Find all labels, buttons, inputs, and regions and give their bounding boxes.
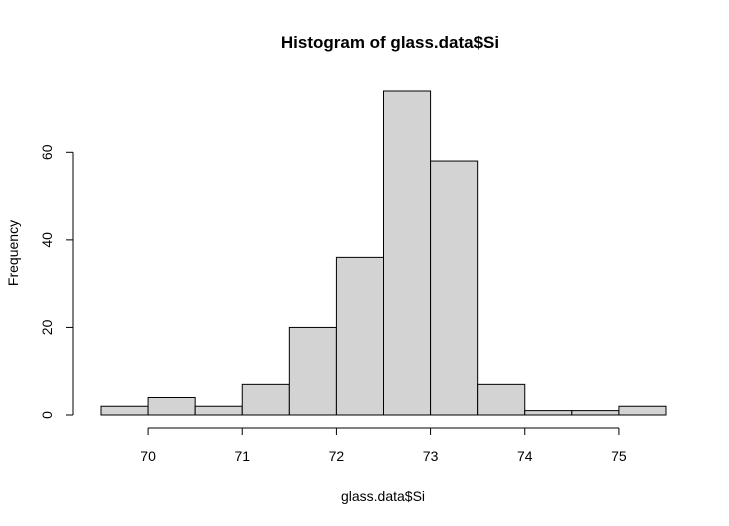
histogram-bar (147, 396, 196, 416)
histogram-bar (477, 383, 526, 416)
y-tick-label: 0 (39, 411, 55, 419)
chart-title: Histogram of glass.data$Si (281, 33, 499, 52)
x-tick-label: 70 (140, 448, 156, 464)
y-tick-label: 20 (39, 319, 55, 335)
x-tick-label: 72 (329, 448, 345, 464)
x-axis: 70 71 72 73 74 75 (140, 427, 627, 464)
histogram-bar (571, 410, 620, 416)
histogram-bar (241, 383, 290, 416)
histogram-bar (524, 410, 573, 416)
histogram-bar (383, 90, 432, 416)
x-tick-label: 73 (423, 448, 439, 464)
histogram-bar (288, 326, 337, 416)
y-tick-label: 60 (39, 144, 55, 160)
x-tick-label: 75 (611, 448, 627, 464)
y-axis: 0 20 40 60 (39, 144, 74, 419)
bars-group (100, 90, 667, 416)
histogram-bar (100, 405, 149, 416)
x-axis-label: glass.data$Si (341, 488, 425, 504)
y-axis-label: Frequency (5, 220, 21, 286)
x-tick-label: 74 (517, 448, 533, 464)
histogram-bar (335, 256, 384, 416)
histogram-bar (618, 405, 667, 416)
x-tick-label: 71 (234, 448, 250, 464)
y-tick-label: 40 (39, 232, 55, 248)
histogram-bar (430, 160, 479, 416)
histogram-bar (194, 405, 243, 416)
